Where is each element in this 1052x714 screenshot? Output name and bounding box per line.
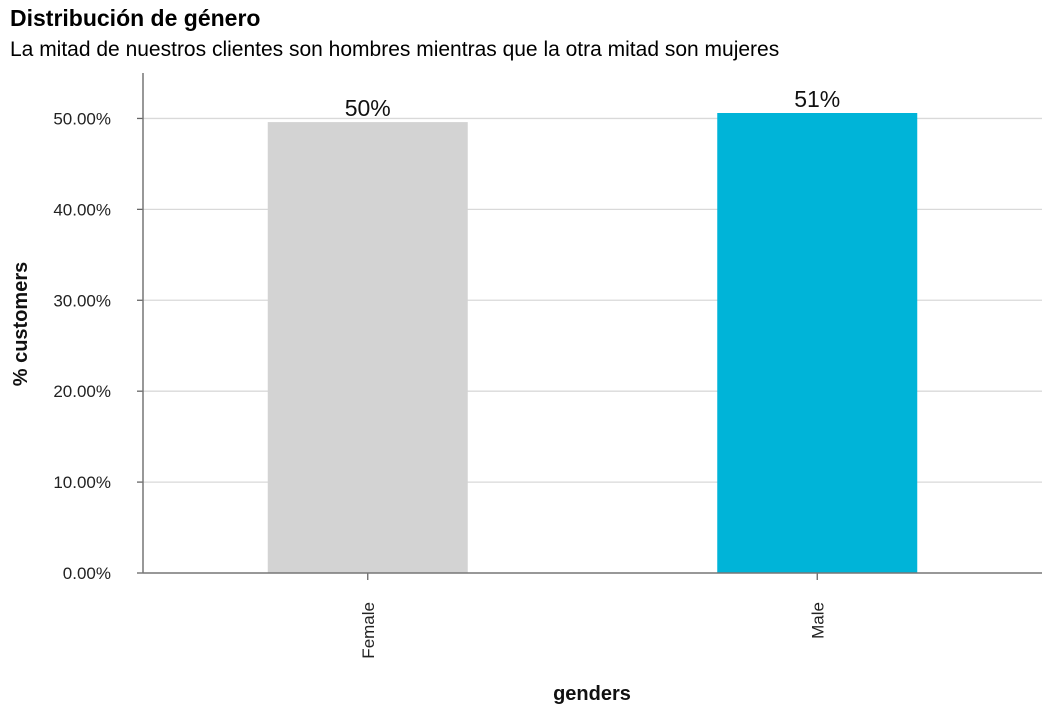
x-tick-label: Male bbox=[808, 602, 827, 639]
chart-title: Distribución de género bbox=[10, 5, 261, 31]
y-tick-label: 20.00% bbox=[53, 382, 111, 401]
y-tick-label: 40.00% bbox=[53, 200, 111, 219]
chart-subtitle: La mitad de nuestros clientes son hombre… bbox=[10, 38, 780, 61]
data-label: 50% bbox=[345, 95, 391, 121]
x-tick-label: Female bbox=[359, 602, 378, 659]
y-axis-title: % customers bbox=[10, 262, 32, 387]
bar-female bbox=[267, 122, 468, 573]
y-tick-label: 0.00% bbox=[63, 564, 111, 583]
bar-male bbox=[717, 113, 918, 573]
y-tick-label: 50.00% bbox=[53, 109, 111, 128]
data-label: 51% bbox=[794, 86, 840, 112]
x-axis-title: genders bbox=[553, 683, 631, 705]
y-tick-label: 30.00% bbox=[53, 291, 111, 310]
y-tick-label: 10.00% bbox=[53, 473, 111, 492]
